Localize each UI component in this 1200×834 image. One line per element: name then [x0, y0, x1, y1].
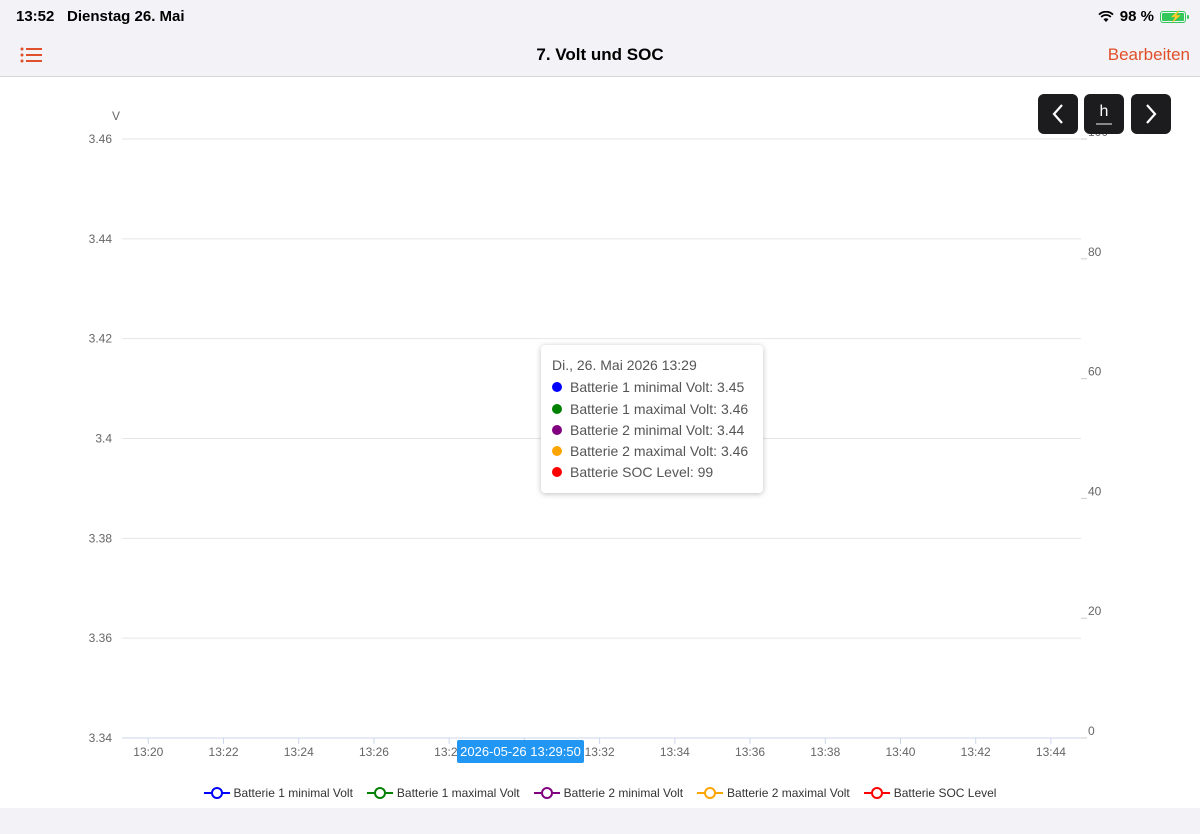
legend-item[interactable]: Batterie 2 maximal Volt: [697, 784, 850, 802]
page-title: 7. Volt und SOC: [536, 45, 664, 64]
legend-marker-icon: [203, 787, 230, 799]
next-period-button[interactable]: [1131, 94, 1171, 134]
status-bar: 13:52 Dienstag 26. Mai 98 % ⚡: [0, 0, 1200, 34]
legend-label: Batterie 2 minimal Volt: [563, 786, 684, 800]
legend-item[interactable]: Batterie 2 minimal Volt: [533, 784, 684, 802]
legend-label: Batterie 2 maximal Volt: [727, 786, 850, 800]
list-icon[interactable]: [20, 46, 42, 64]
legend-label: Batterie 1 minimal Volt: [233, 786, 353, 800]
legend-marker-icon: [863, 787, 890, 799]
tooltip-row: Batterie 1 minimal Volt: 3.45: [552, 379, 744, 395]
tooltip-row-text: Batterie 2 minimal Volt: 3.44: [570, 422, 745, 438]
legend-label: Batterie SOC Level: [893, 786, 997, 800]
bottom-bar: [0, 808, 1200, 834]
legend-label: Batterie 1 maximal Volt: [396, 786, 520, 800]
status-date: Dienstag 26. Mai: [67, 8, 185, 25]
tooltip-row: Batterie 1 maximal Volt: 3.46: [552, 401, 748, 417]
tooltip-row: Batterie 2 maximal Volt: 3.46: [552, 443, 748, 459]
period-label: h: [1099, 103, 1109, 120]
legend-item[interactable]: Batterie SOC Level: [863, 784, 997, 802]
tooltip-row-text: Batterie 1 minimal Volt: 3.45: [570, 379, 745, 395]
tooltip-row: Batterie 2 minimal Volt: 3.44: [552, 422, 744, 438]
legend-item[interactable]: Batterie 1 maximal Volt: [366, 784, 520, 802]
x-cursor-label: 2026-05-26 13:29:50: [457, 740, 584, 763]
legend-marker-icon: [366, 787, 393, 799]
prev-period-button[interactable]: [1038, 94, 1078, 134]
status-indicators: 98 % ⚡: [1098, 8, 1189, 25]
chevron-right-icon: [1146, 104, 1157, 124]
wifi-icon: [1098, 10, 1114, 22]
legend-marker-icon: [697, 787, 724, 799]
legend-dot-icon: [552, 382, 562, 392]
legend-dot-icon: [552, 446, 562, 456]
tooltip-row: Batterie SOC Level: 99: [552, 464, 713, 480]
legend-marker-icon: [533, 787, 560, 799]
legend-item[interactable]: Batterie 1 minimal Volt: [203, 784, 353, 802]
tooltip-row-text: Batterie 1 maximal Volt: 3.46: [570, 401, 749, 417]
legend-dot-icon: [552, 467, 562, 477]
tooltip-title: Di., 26. Mai 2026 13:29: [552, 357, 697, 373]
chart-tooltip: Di., 26. Mai 2026 13:29 Batterie 1 minim…: [541, 345, 763, 493]
status-time: 13:52: [16, 8, 55, 25]
nav-bar: 7. Volt und SOC Bearbeiten: [0, 34, 1200, 77]
legend-dot-icon: [552, 404, 562, 414]
legend-dot-icon: [552, 425, 562, 435]
tooltip-row-text: Batterie 2 maximal Volt: 3.46: [570, 443, 749, 459]
edit-button[interactable]: Bearbeiten: [1107, 45, 1190, 64]
battery-percentage: 98 %: [1119, 8, 1154, 25]
chevron-left-icon: [1052, 104, 1063, 124]
battery-icon: ⚡: [1160, 10, 1189, 23]
tooltip-row-text: Batterie SOC Level: 99: [570, 464, 714, 480]
period-button[interactable]: h: [1084, 94, 1124, 134]
chart-legend: Batterie 1 minimal Volt Batterie 1 maxima…: [0, 784, 1200, 802]
